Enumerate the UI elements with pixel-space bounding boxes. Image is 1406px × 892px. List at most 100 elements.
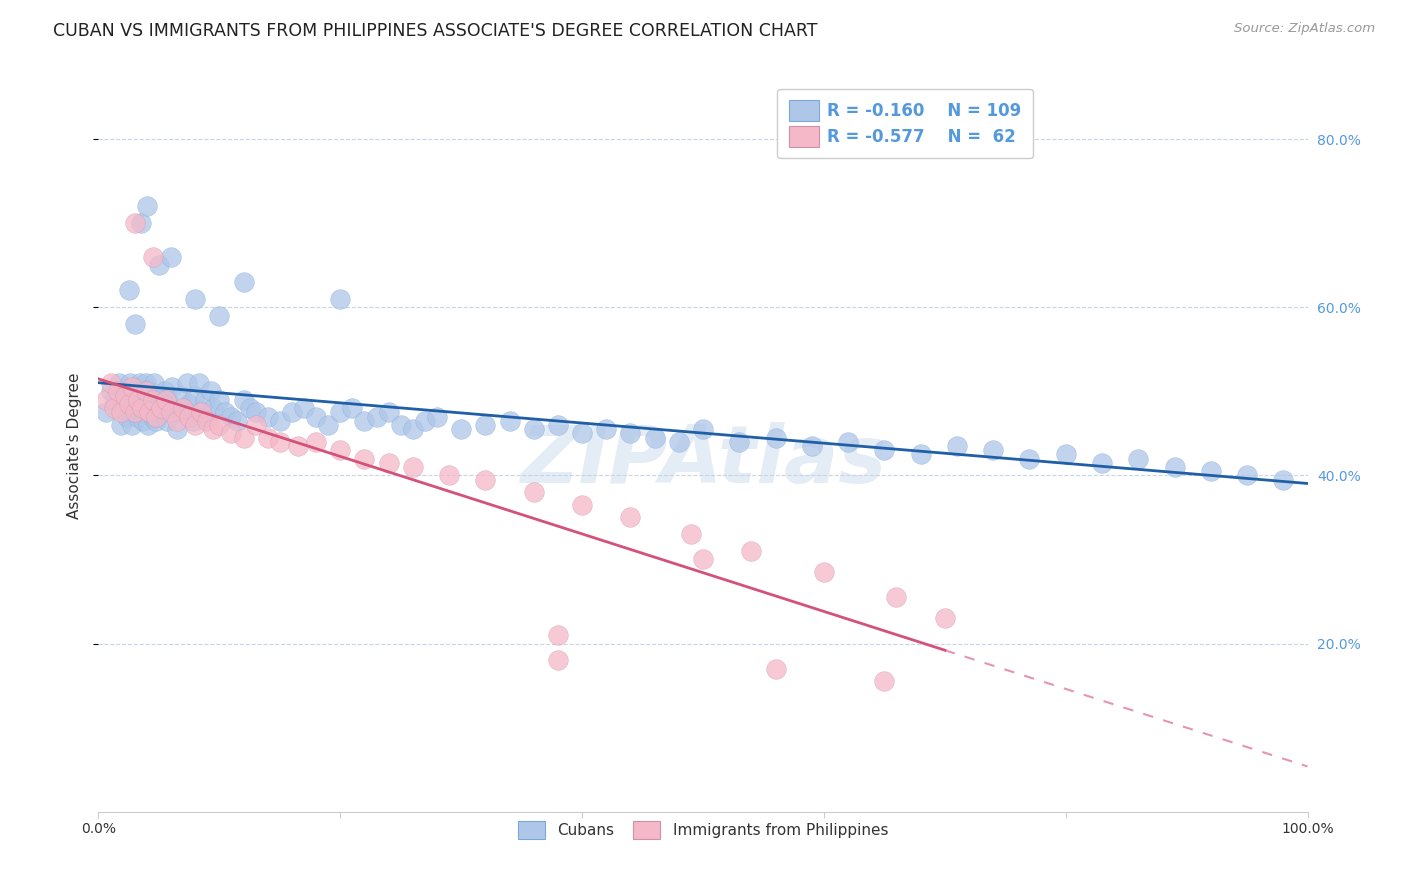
Point [159,397,181,411]
Point [256,409,278,424]
Point [389,417,412,432]
Point [143,376,166,390]
Point [873,674,896,689]
Point [245,405,267,419]
Point [239,401,262,416]
Point [160,405,183,419]
Point [547,653,569,667]
Point [127,392,149,407]
Point [107,384,129,399]
Point [305,434,328,449]
Point [498,414,520,428]
Point [163,405,186,419]
Point [135,199,157,213]
Point [353,451,375,466]
Point [181,414,204,428]
Point [153,384,176,399]
Point [142,250,165,264]
Point [142,392,165,407]
Point [208,417,231,432]
Point [155,392,177,407]
Point [94,392,117,407]
Point [179,409,201,424]
Point [128,376,150,390]
Point [172,401,194,416]
Point [121,380,143,394]
Point [172,405,194,419]
Point [547,628,569,642]
Point [208,392,231,407]
Point [160,380,183,394]
Point [190,405,212,419]
Point [644,431,666,445]
Point [135,376,157,390]
Point [138,405,160,419]
Point [131,384,153,399]
Point [118,376,141,390]
Point [148,258,170,272]
Point [232,431,254,445]
Point [132,414,155,428]
Point [377,456,399,470]
Point [190,405,212,419]
Point [402,460,425,475]
Point [142,409,165,424]
Point [287,439,309,453]
Point [329,405,352,419]
Point [342,401,364,416]
Point [571,426,593,441]
Point [152,405,174,419]
Point [127,392,149,407]
Point [523,485,546,500]
Point [305,409,328,424]
Point [595,422,617,436]
Point [765,662,787,676]
Point [117,409,139,424]
Point [377,405,399,419]
Point [813,565,835,579]
Point [1128,451,1150,466]
Point [402,422,425,436]
Point [184,292,207,306]
Point [166,414,188,428]
Point [1054,447,1077,461]
Legend: Cubans, Immigrants from Philippines: Cubans, Immigrants from Philippines [506,808,900,852]
Point [256,431,278,445]
Point [366,409,388,424]
Point [110,405,132,419]
Point [94,405,117,419]
Point [523,422,546,436]
Point [169,388,191,402]
Point [668,434,690,449]
Point [108,376,131,390]
Point [145,409,167,424]
Point [353,414,375,428]
Point [981,443,1004,458]
Point [329,292,352,306]
Point [1163,460,1185,475]
Point [679,527,702,541]
Point [194,392,217,407]
Point [728,434,751,449]
Point [1272,473,1295,487]
Point [619,426,641,441]
Point [184,388,207,402]
Point [619,510,641,524]
Point [124,405,146,419]
Point [292,401,315,416]
Point [112,401,135,416]
Point [1018,451,1040,466]
Point [232,275,254,289]
Point [176,376,198,390]
Point [837,434,859,449]
Point [692,422,714,436]
Point [184,417,207,432]
Point [156,414,179,428]
Point [873,443,896,458]
Point [269,414,291,428]
Point [195,409,218,424]
Point [114,384,136,399]
Point [134,392,156,407]
Point [474,417,496,432]
Point [138,384,160,399]
